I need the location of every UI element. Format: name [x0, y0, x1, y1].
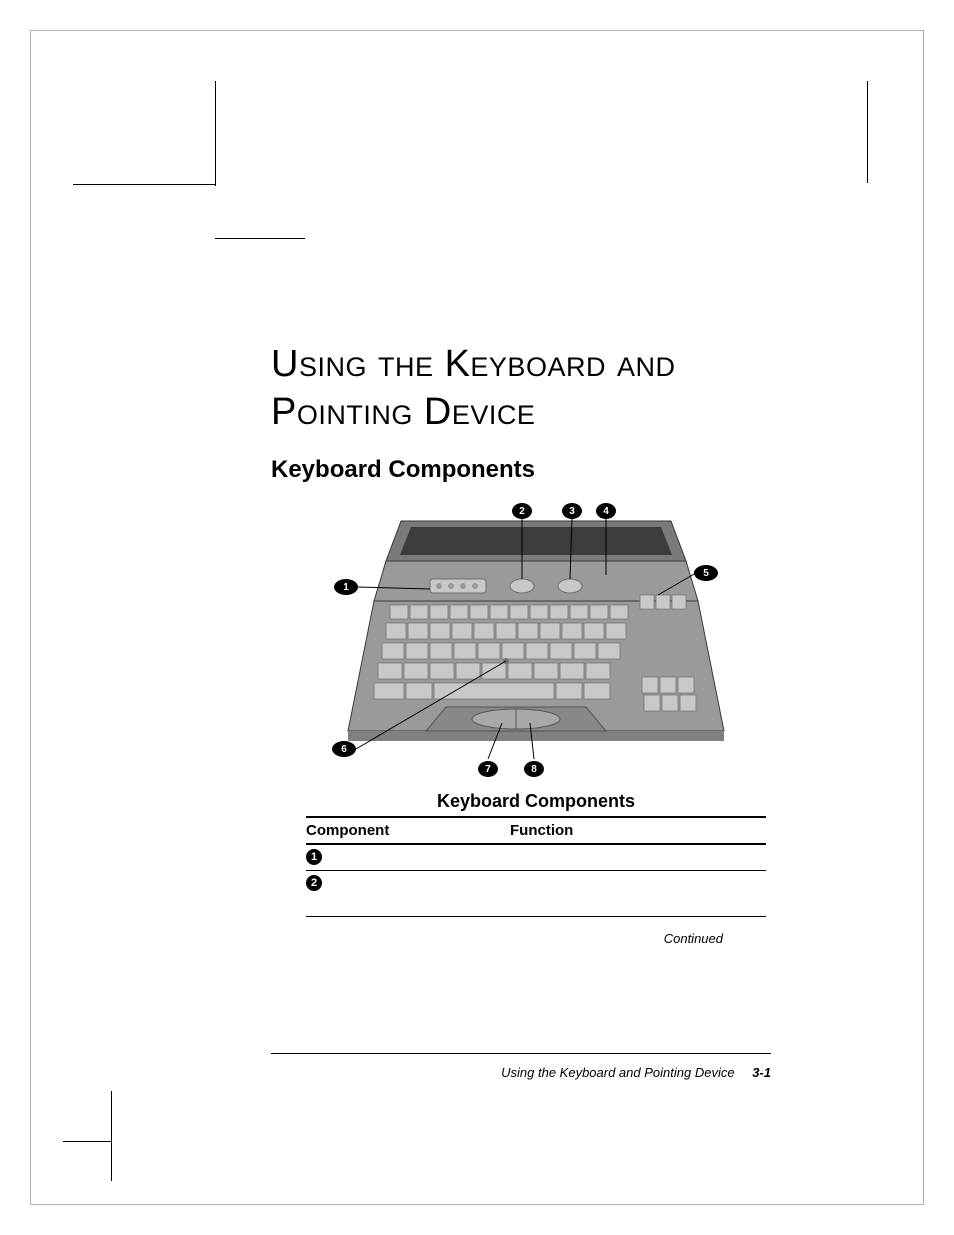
components-table: Keyboard Components Component Function 1…	[306, 791, 766, 917]
table-header-component: Component	[306, 822, 490, 839]
svg-text:6: 6	[341, 744, 347, 755]
callout-7: 7	[478, 761, 498, 777]
footer-rule	[271, 1053, 771, 1054]
callout-8: 8	[524, 761, 544, 777]
svg-text:3: 3	[569, 506, 575, 517]
callout-5: 5	[694, 565, 718, 581]
svg-text:5: 5	[703, 568, 709, 579]
crop-mark	[63, 1141, 112, 1142]
table-header-row: Component Function	[306, 818, 766, 845]
crop-mark	[111, 1091, 112, 1181]
callout-6: 6	[332, 741, 356, 757]
page-frame: Using the Keyboard and Pointing Device K…	[30, 30, 924, 1205]
footer-title: Using the Keyboard and Pointing Device	[501, 1065, 734, 1080]
table-row: 1	[306, 845, 766, 871]
crop-mark	[215, 238, 305, 239]
svg-text:8: 8	[531, 764, 537, 775]
row-number-icon: 2	[306, 875, 328, 912]
row-content	[328, 849, 766, 866]
keyboard-diagram: 1 2 3 4 5 6 7 8	[306, 501, 766, 791]
svg-text:7: 7	[485, 764, 491, 775]
crop-mark	[215, 81, 216, 186]
chapter-title: Using the Keyboard and Pointing Device	[271, 341, 831, 436]
crop-mark	[73, 184, 216, 185]
svg-text:4: 4	[603, 506, 609, 517]
svg-text:1: 1	[343, 582, 349, 593]
page-footer: Using the Keyboard and Pointing Device 3…	[271, 1065, 771, 1080]
footer-page-number: 3-1	[752, 1065, 771, 1080]
table-title: Keyboard Components	[306, 791, 766, 818]
row-number-icon: 1	[306, 849, 328, 866]
chapter-title-line1: Using the Keyboard and	[271, 343, 676, 385]
section-title: Keyboard Components	[271, 456, 535, 484]
chapter-title-line2: Pointing Device	[271, 391, 535, 433]
continued-label: Continued	[664, 931, 723, 946]
laptop-illustration: 1 2 3 4 5 6 7 8	[306, 501, 766, 791]
callout-2: 2	[512, 503, 532, 519]
callout-4: 4	[596, 503, 616, 519]
table-row: 2	[306, 871, 766, 917]
svg-text:2: 2	[519, 506, 525, 517]
callout-1: 1	[334, 579, 358, 595]
callout-3: 3	[562, 503, 582, 519]
table-header-function: Function	[490, 822, 766, 839]
row-content	[328, 875, 766, 912]
crop-mark	[867, 81, 868, 183]
